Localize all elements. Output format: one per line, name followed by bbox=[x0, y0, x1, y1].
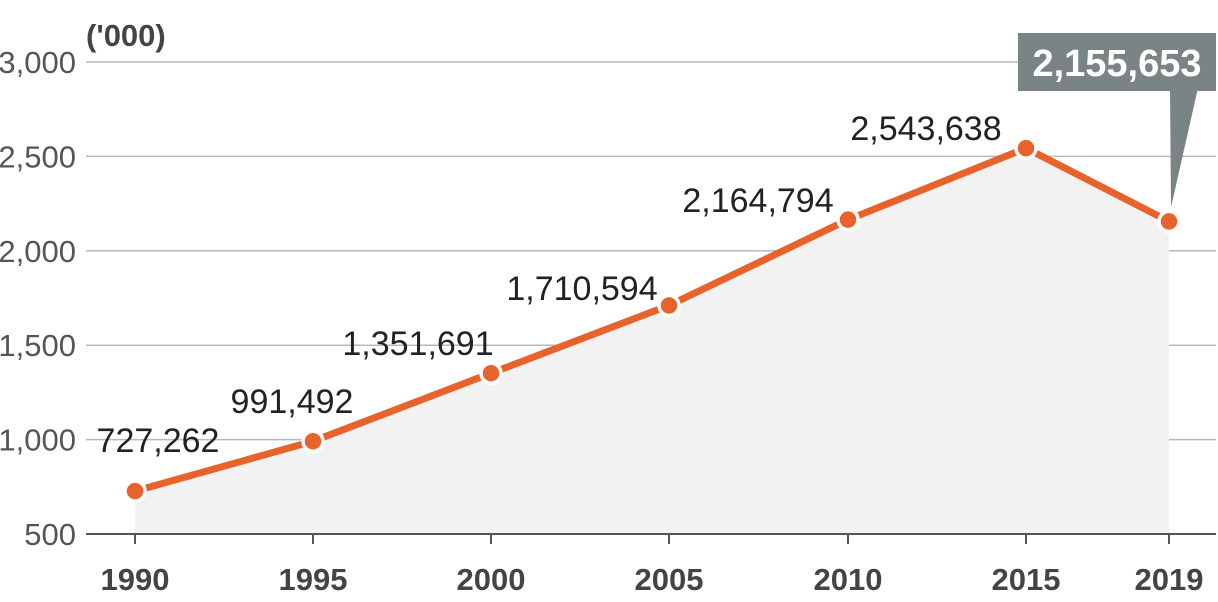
data-point bbox=[1014, 136, 1038, 160]
x-axis bbox=[86, 533, 1216, 544]
y-axis-unit-label: ('000) bbox=[86, 18, 166, 53]
callout-box bbox=[1018, 33, 1216, 91]
y-tick-label: 2,500 bbox=[0, 139, 76, 174]
data-point bbox=[1157, 209, 1181, 234]
data-point bbox=[657, 293, 681, 318]
data-label: 2,543,638 bbox=[850, 110, 1001, 148]
y-tick-label: 2,000 bbox=[0, 234, 76, 269]
data-point bbox=[123, 479, 147, 503]
y-tick-label: 1,500 bbox=[0, 328, 76, 363]
data-label: 1,710,594 bbox=[506, 270, 657, 308]
x-tick-label: 2000 bbox=[457, 562, 526, 597]
x-tick-label: 1995 bbox=[279, 562, 348, 597]
callout-value-label: 2,155,653 bbox=[1032, 43, 1201, 85]
x-tick-label: 2015 bbox=[992, 562, 1061, 597]
callout-pointer bbox=[1170, 88, 1198, 208]
data-label: 1,351,691 bbox=[342, 325, 493, 363]
data-points bbox=[123, 136, 1181, 503]
y-tick-label: 500 bbox=[24, 517, 76, 552]
data-labels: 727,262 991,492 1,351,691 1,710,594 2,164,79… bbox=[97, 110, 1002, 460]
y-tick-label: 1,000 bbox=[0, 423, 76, 458]
data-label: 727,262 bbox=[97, 422, 220, 460]
x-tick-label: 1990 bbox=[101, 562, 170, 597]
area-fill bbox=[135, 148, 1169, 535]
y-tick-label: 3,000 bbox=[0, 45, 76, 80]
y-axis-tick-labels: 500 1,000 1,500 2,000 2,500 3,000 bbox=[0, 45, 76, 552]
data-point bbox=[836, 207, 860, 232]
x-tick-label: 2005 bbox=[635, 562, 704, 597]
highlight-callout: 2,155,653 bbox=[1018, 33, 1216, 208]
data-point bbox=[301, 429, 325, 453]
data-label: 2,164,794 bbox=[682, 182, 833, 220]
data-label: 991,492 bbox=[231, 383, 354, 421]
x-tick-label: 2019 bbox=[1135, 562, 1204, 597]
data-point bbox=[479, 361, 503, 385]
x-tick-label: 2010 bbox=[814, 562, 883, 597]
x-axis-tick-labels: 1990 1995 2000 2005 2010 2015 2019 bbox=[101, 562, 1204, 597]
